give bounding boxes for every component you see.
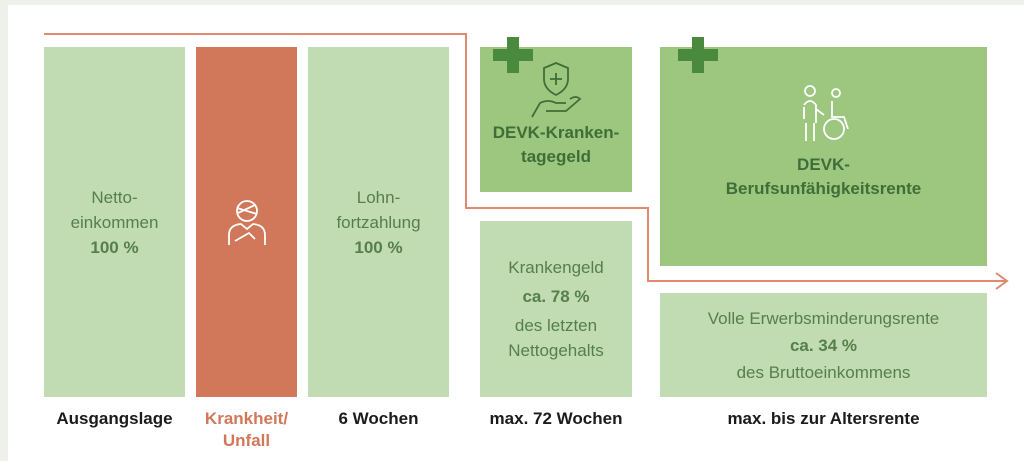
devk-disability-title1: DEVK- [797,155,850,174]
devk-disability-box: DEVK- Berufsunfähigkeitsrente [660,47,987,266]
label-illness-line1: Krankheit/ [204,409,289,428]
sickness-line2: des letzten [514,316,598,335]
net-income-box: Netto- einkommen 100 % [44,47,185,397]
sickness-line3: Nettogehalts [508,341,604,360]
pension-line1: Volle Erwerbsminderungsrente [707,308,940,328]
wage-value: 100 % [354,237,403,257]
devk-disability-title2: Berufsunfähigkeitsrente [725,179,922,198]
label-initial: Ausgangslage [56,409,173,428]
net-income-line1: Netto- [91,187,138,207]
devk-sickness-title1: DEVK-Kranken- [492,123,620,142]
plus-cross-icon [493,37,533,73]
label-illness-line2: Unfall [222,431,271,450]
wheelchair-assist-icon [802,85,849,141]
wage-continuation-box: Lohn- fortzahlung 100 % [308,47,449,397]
hand-shield-icon [531,62,582,118]
label-illness: Krankheit/ Unfall [186,408,307,452]
label-retirement: max. bis zur Altersrente [727,409,920,428]
injured-person-icon [227,200,266,245]
devk-sickness-benefit-box: DEVK-Kranken- tagegeld [480,47,632,192]
pension-value: ca. 34 % [789,335,858,355]
net-income-line2: einkommen [70,212,159,232]
label-6-weeks: 6 Wochen [338,409,419,428]
disability-pension-box: Volle Erwerbsminderungsrente ca. 34 % de… [660,293,987,397]
sickness-value: ca. 78 % [522,287,590,306]
wage-line2: fortzahlung [336,212,421,232]
label-72-weeks: max. 72 Wochen [489,409,623,428]
pension-line2: des Bruttoeinkommens [736,362,911,382]
sickness-line1: Krankengeld [508,258,604,277]
illness-box [196,47,297,397]
devk-sickness-title2: tagegeld [521,147,591,166]
plus-cross-icon [678,37,718,73]
net-income-value: 100 % [90,237,139,257]
sickness-benefit-box: Krankengeld ca. 78 % des letzten Nettoge… [480,221,632,397]
wage-line1: Lohn- [356,187,401,207]
